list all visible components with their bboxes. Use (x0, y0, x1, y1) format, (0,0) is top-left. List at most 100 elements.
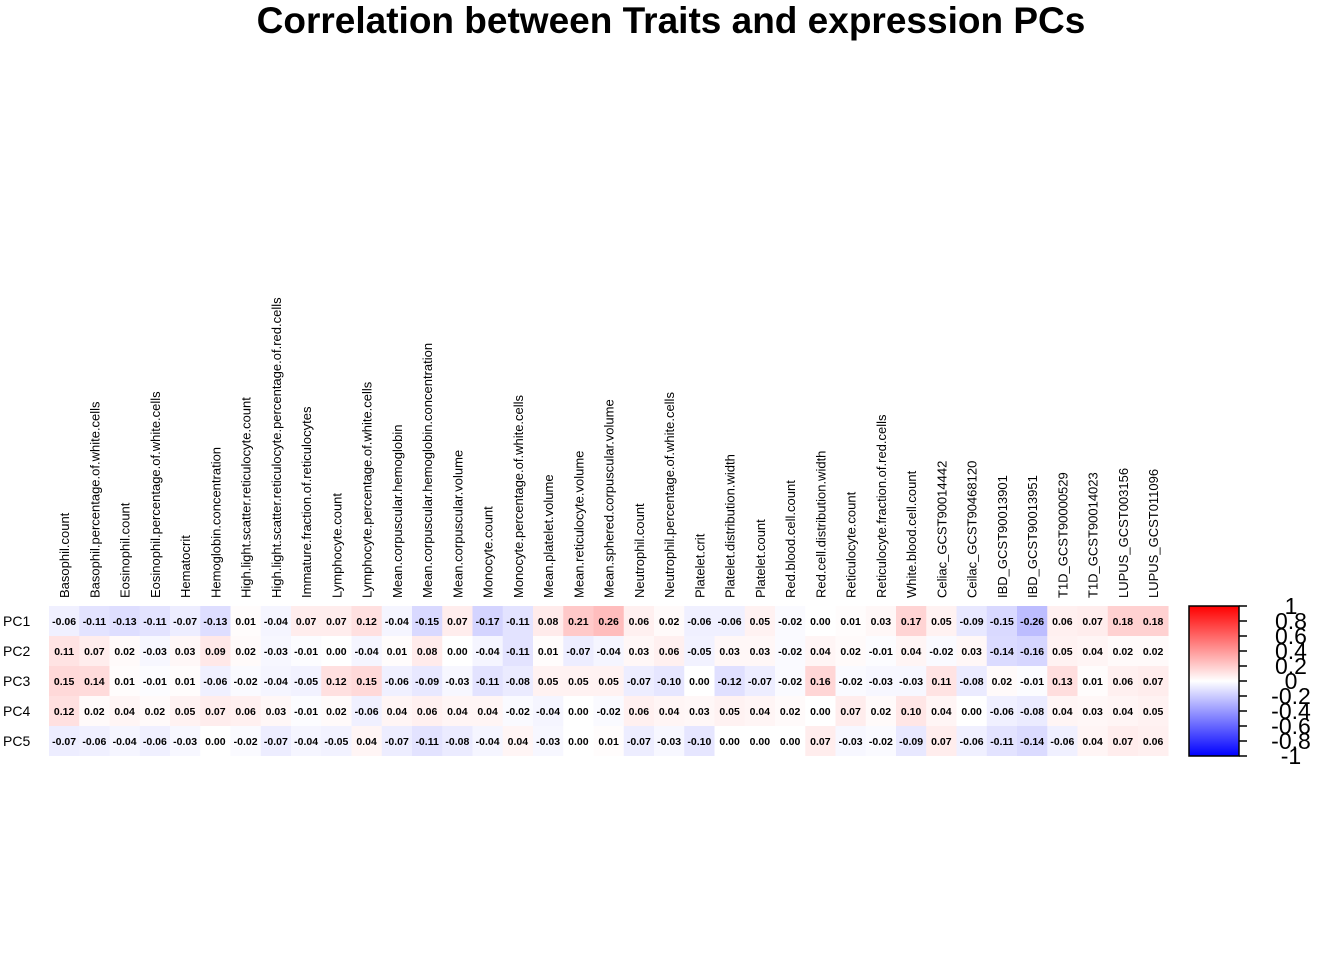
cell-value-PC2-5: 0.09 (205, 646, 226, 658)
cell-value-PC2-29: -0.02 (929, 646, 953, 658)
cell-value-PC1-24: -0.02 (778, 616, 802, 628)
cell-value-PC5-14: -0.04 (476, 736, 500, 748)
cell-value-PC1-36: 0.18 (1143, 616, 1164, 628)
cell-PC3-4 (170, 666, 201, 696)
cell-value-PC2-23: 0.03 (750, 646, 771, 658)
cell-value-PC4-6: 0.06 (235, 706, 256, 718)
cell-PC3-23 (744, 666, 776, 696)
cell-PC5-36 (1138, 726, 1169, 756)
cell-value-PC3-24: -0.02 (778, 676, 802, 688)
chart-title: Correlation between Traits and expressio… (257, 0, 1086, 41)
cell-value-PC1-29: 0.05 (931, 616, 952, 628)
cell-value-PC2-0: 0.11 (54, 646, 74, 658)
cell-PC4-10 (351, 696, 383, 726)
cell-PC2-29 (926, 636, 957, 666)
cell-PC2-34 (1077, 636, 1109, 666)
column-label: Ceilac_GCST90468120 (965, 461, 980, 598)
column-label: Mean.corpuscular.volume (450, 450, 465, 598)
column-label: Neutrophil.count (632, 503, 647, 598)
cell-PC1-31 (986, 606, 1018, 636)
cell-value-PC2-24: -0.02 (778, 646, 802, 658)
cell-value-PC2-17: -0.07 (566, 646, 590, 658)
cell-PC4-3 (139, 696, 171, 726)
cell-value-PC4-29: 0.04 (931, 706, 952, 718)
cell-value-PC5-11: -0.07 (385, 736, 409, 748)
cell-value-PC2-35: 0.02 (1113, 646, 1134, 658)
cell-value-PC4-4: 0.05 (175, 706, 196, 718)
cell-PC3-32 (1017, 666, 1048, 696)
cell-PC5-19 (623, 726, 655, 756)
cell-value-PC1-7: -0.04 (264, 616, 288, 628)
cell-value-PC1-21: -0.06 (687, 616, 711, 628)
cell-PC3-28 (896, 666, 927, 696)
cell-value-PC4-11: 0.04 (387, 706, 408, 718)
cell-PC4-14 (472, 696, 504, 726)
cell-value-PC1-1: -0.11 (83, 616, 107, 628)
cell-PC2-15 (502, 636, 534, 666)
cell-value-PC2-27: -0.01 (869, 646, 893, 658)
cell-value-PC3-33: 0.13 (1052, 676, 1073, 688)
cell-value-PC4-12: 0.06 (417, 706, 438, 718)
cell-value-PC5-2: -0.04 (113, 736, 137, 748)
cell-value-PC1-18: 0.26 (598, 616, 619, 628)
cell-value-PC1-28: 0.17 (901, 616, 922, 628)
cell-value-PC3-35: 0.06 (1113, 676, 1134, 688)
column-label: LUPUS_GCST003156 (1116, 468, 1131, 598)
cell-value-PC5-9: -0.05 (324, 736, 348, 748)
cell-PC4-7 (260, 696, 292, 726)
legend-tick-label: 0.4 (1275, 638, 1307, 664)
legend-ticks: 10.80.60.40.20-0.2-0.4-0.6-0.8-1 (1239, 593, 1311, 769)
cell-PC5-10 (351, 726, 383, 756)
cell-PC1-28 (896, 606, 927, 636)
cell-value-PC3-12: -0.09 (415, 676, 439, 688)
cell-value-PC2-11: 0.01 (387, 646, 408, 658)
column-label: Reticulocyte.fraction.of.red.cells (874, 414, 889, 598)
cell-value-PC5-4: -0.03 (173, 736, 197, 748)
cell-PC1-14 (472, 606, 504, 636)
column-label: Immature.fraction.of.reticulocytes (299, 406, 314, 598)
cell-PC4-0 (49, 696, 80, 726)
cell-value-PC2-4: 0.03 (175, 646, 196, 658)
cell-value-PC1-0: -0.06 (52, 616, 76, 628)
cell-PC2-33 (1047, 636, 1078, 666)
cell-PC5-1 (79, 726, 110, 756)
cell-PC3-5 (200, 666, 231, 696)
legend-tick-label: -0.2 (1271, 683, 1311, 709)
cell-value-PC2-14: -0.04 (476, 646, 500, 658)
cell-value-PC5-28: -0.09 (899, 736, 923, 748)
cell-value-PC2-12: 0.08 (417, 646, 438, 658)
cell-PC3-25 (805, 666, 836, 696)
cell-PC2-24 (775, 636, 806, 666)
column-label: IBD_GCST90013951 (1025, 475, 1040, 598)
cell-PC2-26 (835, 636, 867, 666)
cell-value-PC4-32: -0.08 (1020, 706, 1044, 718)
cell-PC3-27 (865, 666, 897, 696)
cell-value-PC5-8: -0.04 (294, 736, 318, 748)
cell-value-PC2-26: 0.02 (840, 646, 861, 658)
cell-value-PC2-34: 0.04 (1082, 646, 1103, 658)
cell-PC5-31 (986, 726, 1018, 756)
cell-value-PC4-20: 0.04 (659, 706, 680, 718)
cell-value-PC5-27: -0.02 (869, 736, 893, 748)
cell-PC3-36 (1138, 666, 1169, 696)
cell-value-PC3-0: 0.15 (54, 676, 75, 688)
cell-PC1-20 (654, 606, 685, 636)
cell-value-PC4-31: -0.06 (990, 706, 1014, 718)
cell-PC2-11 (381, 636, 413, 666)
cell-PC3-29 (926, 666, 957, 696)
cell-PC1-21 (684, 606, 715, 636)
cell-PC1-18 (593, 606, 625, 636)
cell-PC5-32 (1017, 726, 1048, 756)
cell-PC3-14 (472, 666, 504, 696)
cell-PC3-11 (381, 666, 413, 696)
legend-tick-label: 0.8 (1275, 608, 1307, 634)
cell-PC5-6 (230, 726, 262, 756)
cell-value-PC4-17: 0.00 (568, 706, 589, 718)
cell-PC5-7 (260, 726, 292, 756)
cell-PC3-30 (956, 666, 988, 696)
legend-tick-label: 0.6 (1275, 623, 1307, 649)
cell-PC5-3 (139, 726, 171, 756)
cell-PC1-0 (49, 606, 80, 636)
cell-PC3-1 (79, 666, 110, 696)
cell-PC2-3 (139, 636, 171, 666)
